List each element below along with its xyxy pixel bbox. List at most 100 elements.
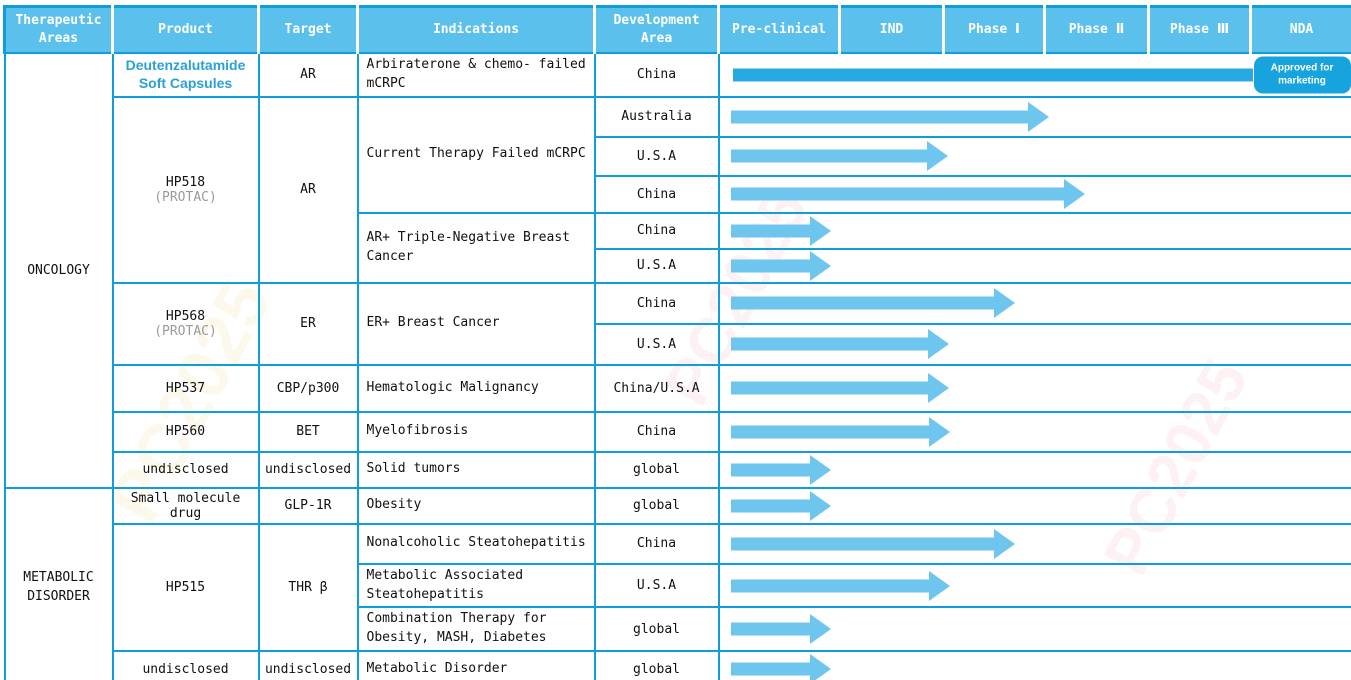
cell-dev-area: China [593, 52, 720, 98]
cell-dev-area: U.S.A [593, 247, 720, 284]
pipeline-arrow [731, 250, 831, 281]
cell-product: undisclosed [111, 650, 260, 680]
col-header-ind: IND [838, 5, 945, 54]
cell-dev-area: global [593, 606, 720, 653]
col-header-phase2: Phase Ⅱ [1043, 5, 1150, 54]
cell-indication: Myelofibrosis [356, 410, 596, 453]
cell-dev-area: U.S.A [593, 562, 720, 609]
cell-phase-track [717, 650, 1351, 680]
pipeline-row: HP537 CBP/p300 Hematologic Malignancy Ch… [5, 363, 1351, 413]
cell-phase-track [717, 410, 1351, 453]
pipeline-row: AR+ Triple-Negative Breast Cancer China [5, 211, 1351, 284]
pipeline-row: Metabolic Associated Steatohepatitis U.S… [5, 562, 1351, 609]
product-subtitle: (PROTAC) [154, 189, 217, 205]
pipeline-table: Therapeutic Areas Product Target Indicat… [3, 5, 1351, 680]
cell-product: Small molecule drug [111, 486, 260, 525]
cell-phase-track [717, 363, 1351, 413]
cell-dev-area: China [593, 174, 720, 214]
pipeline-row: U.S.A [5, 247, 1351, 284]
header-row: Therapeutic Areas Product Target Indicat… [3, 5, 1351, 54]
product-name: HP518 [165, 174, 206, 190]
cell-indication: Solid tumors [356, 450, 596, 489]
cell-phase-track: Approved for marketing [717, 52, 1351, 98]
col-header-phase1: Phase Ⅰ [942, 5, 1046, 54]
cell-phase-track [717, 174, 1351, 214]
cell-phase-track [717, 322, 1351, 366]
cell-dev-area: U.S.A [593, 322, 720, 366]
cell-indication: Arbiraterone & chemo- failed mCRPC [356, 52, 596, 98]
pipeline-arrow [731, 329, 949, 360]
cell-indication: Nonalcoholic Steatohepatitis [356, 522, 596, 565]
product-name: HP568 [165, 308, 206, 324]
cell-phase-track [717, 522, 1351, 565]
cell-target: undisclosed [257, 650, 359, 680]
cell-product: HP568 (PROTAC) [111, 281, 260, 366]
pipeline-row: China [5, 174, 1351, 214]
cell-dev-area: global [593, 650, 720, 680]
pipeline-arrow [731, 614, 831, 645]
col-header-preclinical: Pre-clinical [717, 5, 841, 54]
cell-phase-track [717, 95, 1351, 138]
cell-product: HP515 [111, 522, 260, 653]
cell-phase-track [717, 606, 1351, 653]
pipeline-row: HP518 (PROTAC) AR Current Therapy Failed… [5, 95, 1351, 284]
pipeline-arrow [731, 101, 1049, 132]
col-header-indications: Indications [356, 5, 596, 54]
cell-target: undisclosed [257, 450, 359, 489]
cell-dev-area: China/U.S.A [593, 363, 720, 413]
cell-indication: Combination Therapy for Obesity, MASH, D… [356, 606, 596, 653]
pipeline-arrow [731, 215, 831, 246]
cell-target: CBP/p300 [257, 363, 359, 413]
cell-indication: AR+ Triple-Negative Breast Cancer [356, 211, 596, 284]
approved-badge: Approved for marketing [1253, 56, 1351, 94]
pipeline-arrow [731, 141, 948, 172]
pipeline-row: Combination Therapy for Obesity, MASH, D… [5, 606, 1351, 653]
cell-dev-area: Australia [593, 95, 720, 138]
cell-dev-area: global [593, 486, 720, 525]
cell-area-metabolic: METABOLIC DISORDER [3, 486, 114, 680]
pipeline-row: HP515 THR β Nonalcoholic Steatohepatitis… [5, 522, 1351, 653]
cell-phase-track [717, 450, 1351, 489]
phase-progress-bar [732, 68, 1253, 82]
pipeline-arrow [731, 654, 831, 680]
product-subtitle: (PROTAC) [154, 323, 217, 339]
col-header-product: Product [111, 5, 260, 54]
pipeline-arrow [731, 416, 950, 447]
cell-indication: Metabolic Disorder [356, 650, 596, 680]
pipeline-arrow [731, 179, 1085, 210]
pipeline-arrow [731, 528, 1015, 559]
cell-indication: Metabolic Associated Steatohepatitis [356, 562, 596, 609]
cell-target: BET [257, 410, 359, 453]
cell-dev-area: China [593, 410, 720, 453]
cell-dev-area: global [593, 450, 720, 489]
cell-product: HP518 (PROTAC) [111, 95, 260, 284]
cell-indication: Current Therapy Failed mCRPC [356, 95, 596, 214]
col-header-development-area: Development Area [593, 5, 720, 54]
col-header-nda: NDA [1249, 5, 1351, 54]
cell-phase-track [717, 211, 1351, 250]
pipeline-row: undisclosed undisclosed Solid tumors glo… [5, 450, 1351, 489]
col-header-therapeutic-areas: Therapeutic Areas [3, 5, 114, 54]
cell-target: AR [257, 52, 359, 98]
cell-phase-track [717, 135, 1351, 177]
cell-dev-area: China [593, 211, 720, 250]
cell-phase-track [717, 562, 1351, 609]
cell-product: HP560 [111, 410, 260, 453]
pipeline-row: U.S.A [5, 135, 1351, 177]
pipeline-arrow [731, 570, 950, 601]
cell-target: AR [257, 95, 359, 284]
cell-target: ER [257, 281, 359, 366]
cell-indication: Hematologic Malignancy [356, 363, 596, 413]
pipeline-arrow [731, 288, 1015, 319]
pipeline-row: HP568 (PROTAC) ER ER+ Breast Cancer Chin… [5, 281, 1351, 366]
pipeline-row: ONCOLOGY Deutenzalutamide Soft Capsules … [3, 52, 1351, 489]
cell-phase-track [717, 281, 1351, 325]
pipeline-arrow [731, 373, 949, 404]
drug-name-link: Deutenzalutamide Soft Capsules [125, 57, 246, 91]
cell-product: Deutenzalutamide Soft Capsules [111, 52, 260, 98]
cell-product: undisclosed [111, 450, 260, 489]
cell-dev-area: China [593, 522, 720, 565]
cell-dev-area: China [593, 281, 720, 325]
cell-product: HP537 [111, 363, 260, 413]
